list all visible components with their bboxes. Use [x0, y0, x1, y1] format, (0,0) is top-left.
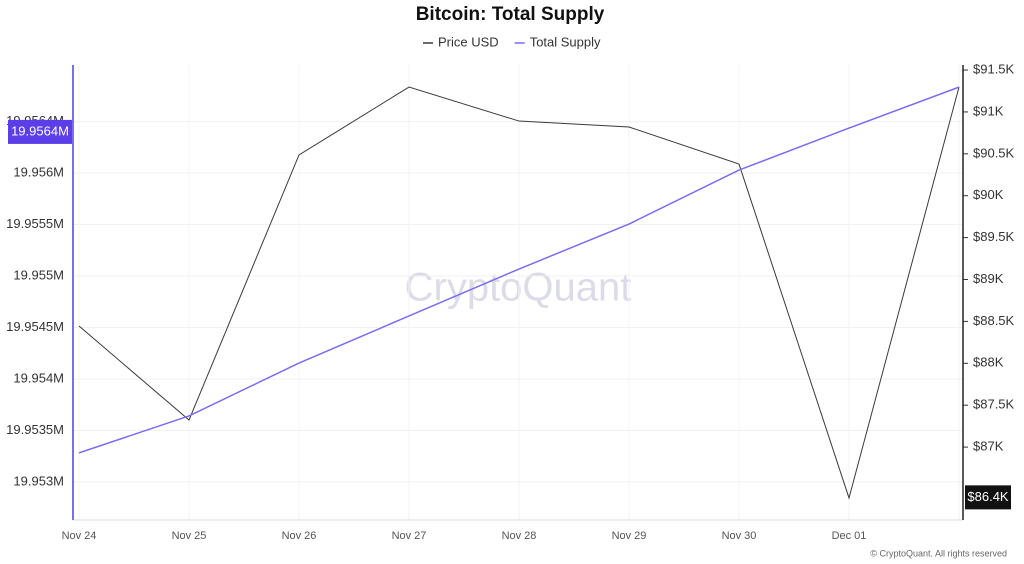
y-highlight-label: 19.9564M	[11, 123, 69, 138]
x-tick-label: Nov 25	[172, 530, 207, 542]
y-tick-label: 19.955M	[13, 267, 64, 282]
y2-highlight-label: $86.4K	[967, 489, 1009, 504]
x-tick-label: Nov 24	[62, 530, 97, 542]
y-highlight-box	[8, 119, 72, 144]
legend-label: Price USD	[438, 34, 499, 49]
x-tick-label: Nov 30	[722, 530, 757, 542]
y2-tick-label: $90.5K	[973, 145, 1015, 160]
x-tick-label: Dec 01	[832, 530, 867, 542]
series-line	[78, 86, 960, 454]
credit: © CryptoQuant. All rights reserved	[870, 548, 1007, 558]
chart-title: Bitcoin: Total Supply	[416, 4, 605, 25]
legend-label: Total Supply	[530, 34, 601, 49]
y-tick-label: 19.9555M	[6, 216, 64, 231]
y2-tick-label: $89.5K	[973, 229, 1015, 244]
y2-tick-label: $87.5K	[973, 397, 1015, 412]
y2-tick-label: $91K	[973, 103, 1004, 118]
x-tick-label: Nov 26	[282, 530, 317, 542]
x-tick-label: Nov 27	[392, 530, 427, 542]
y-tick-label: 19.954M	[13, 370, 64, 385]
series-line	[78, 86, 960, 500]
y2-tick-label: $87K	[973, 439, 1004, 454]
y2-tick-label: $88K	[973, 355, 1004, 370]
y2-tick-label: $88.5K	[973, 313, 1015, 328]
y-tick-label: 19.956M	[13, 165, 64, 180]
y-tick-label: 19.9535M	[6, 422, 64, 437]
x-tick-label: Nov 28	[502, 530, 537, 542]
y-tick-label: 19.953M	[13, 473, 64, 488]
y-tick-label: 19.9545M	[6, 319, 64, 334]
y2-tick-label: $89K	[973, 271, 1004, 286]
y2-highlight-box	[965, 485, 1011, 510]
x-tick-label: Nov 29	[612, 530, 647, 542]
y2-tick-label: $91.5K	[973, 61, 1015, 76]
y2-tick-label: $90K	[973, 187, 1004, 202]
